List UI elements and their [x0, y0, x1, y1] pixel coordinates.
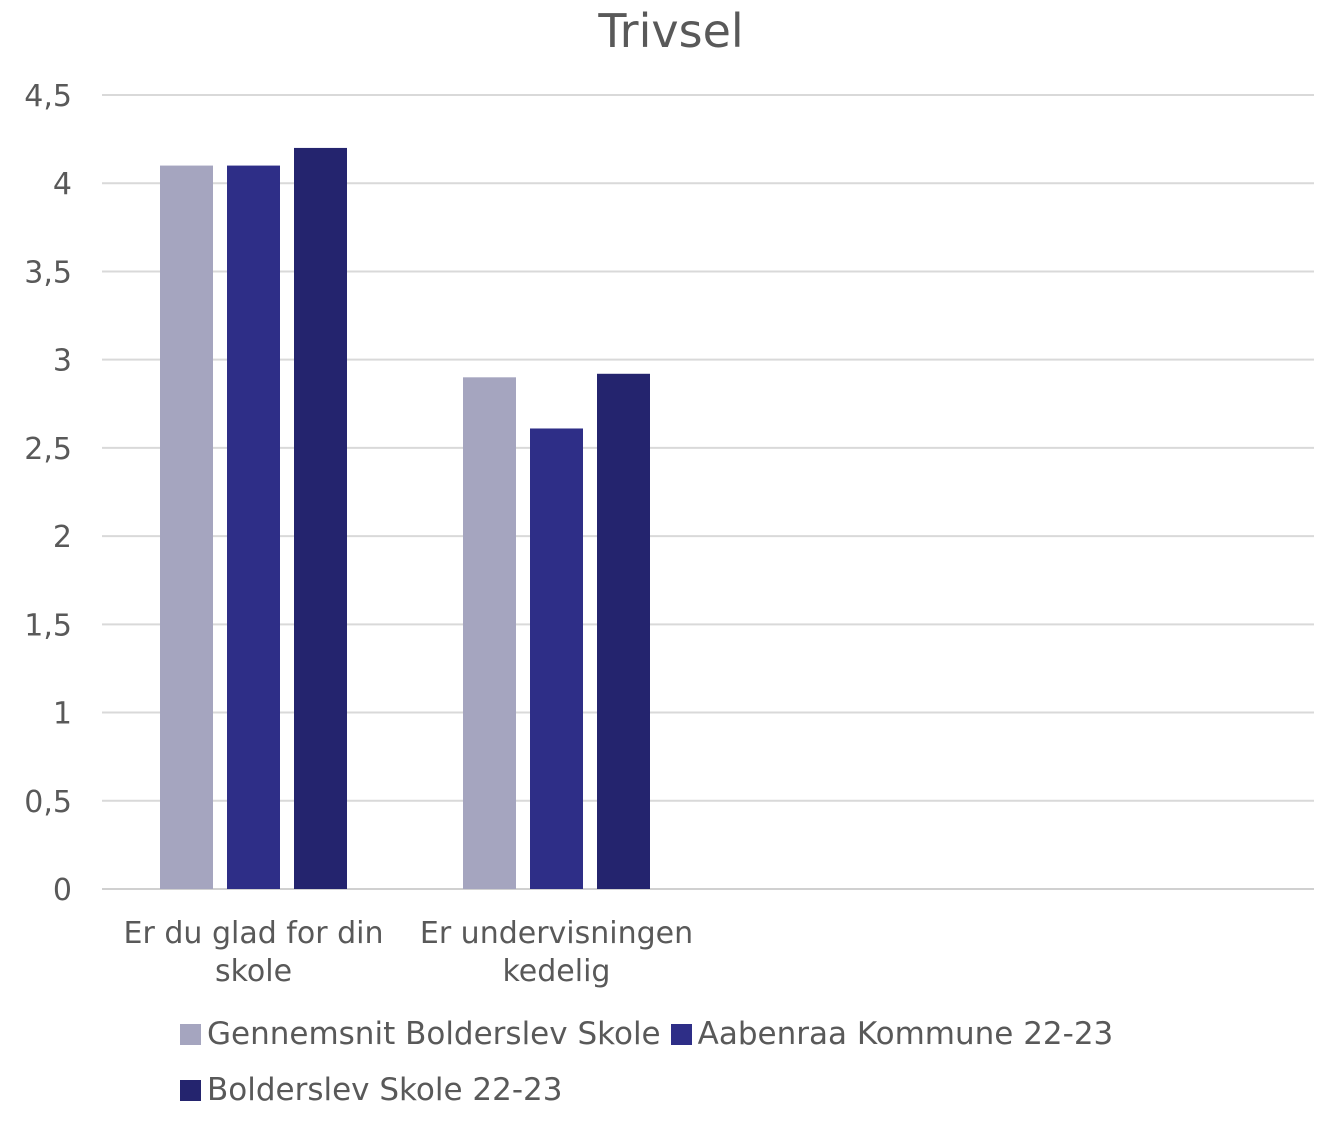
y-tick-label: 4 [53, 167, 72, 202]
legend-swatch-bolderslev [180, 1079, 201, 1101]
bar [294, 147, 347, 889]
y-tick-label: 2 [53, 520, 72, 555]
legend-row-1: Gennemsnit Bolderslev Skole Aabenraa Kom… [180, 1010, 1180, 1058]
bar [530, 428, 583, 889]
legend-swatch-gennemsnit [180, 1023, 201, 1045]
legend-label-gennemsnit: Gennemsnit Bolderslev Skole [207, 1016, 661, 1052]
bar-chart: 0 0,5 1 1,5 2 2,5 3 3,5 4 4,5 Er du glad for dinsk… [24, 79, 1314, 989]
legend-item-aabenraa: Aabenraa Kommune 22-23 [670, 1016, 1114, 1052]
x-tick-label: Er undervisningen [420, 916, 693, 951]
legend-row-2: Bolderslev Skole 22-23 [180, 1066, 1180, 1114]
x-tick-label: Er du glad for din [124, 916, 384, 951]
y-tick-label: 0,5 [24, 785, 72, 820]
y-tick-label: 2,5 [24, 432, 72, 467]
bar [463, 377, 516, 889]
legend-item-bolderslev: Bolderslev Skole 22-23 [180, 1072, 563, 1108]
bar [227, 165, 280, 890]
y-tick-label: 3 [53, 344, 72, 379]
x-tick-label: kedelig [503, 954, 611, 989]
legend-item-gennemsnit: Gennemsnit Bolderslev Skole [180, 1016, 661, 1052]
bar [160, 165, 213, 890]
y-tick-label: 4,5 [24, 79, 72, 114]
legend: Gennemsnit Bolderslev Skole Aabenraa Kom… [180, 1010, 1180, 1122]
y-tick-label: 0 [53, 873, 72, 908]
y-tick-label: 3,5 [24, 255, 72, 290]
y-tick-label: 1,5 [24, 608, 72, 643]
chart-title: Trivsel [598, 4, 744, 58]
legend-swatch-aabenraa [670, 1023, 692, 1045]
legend-label-bolderslev: Bolderslev Skole 22-23 [207, 1072, 563, 1108]
bar [597, 373, 650, 889]
x-tick-label: skole [215, 954, 292, 989]
legend-label-aabenraa: Aabenraa Kommune 22-23 [697, 1016, 1114, 1052]
y-tick-label: 1 [53, 697, 72, 732]
